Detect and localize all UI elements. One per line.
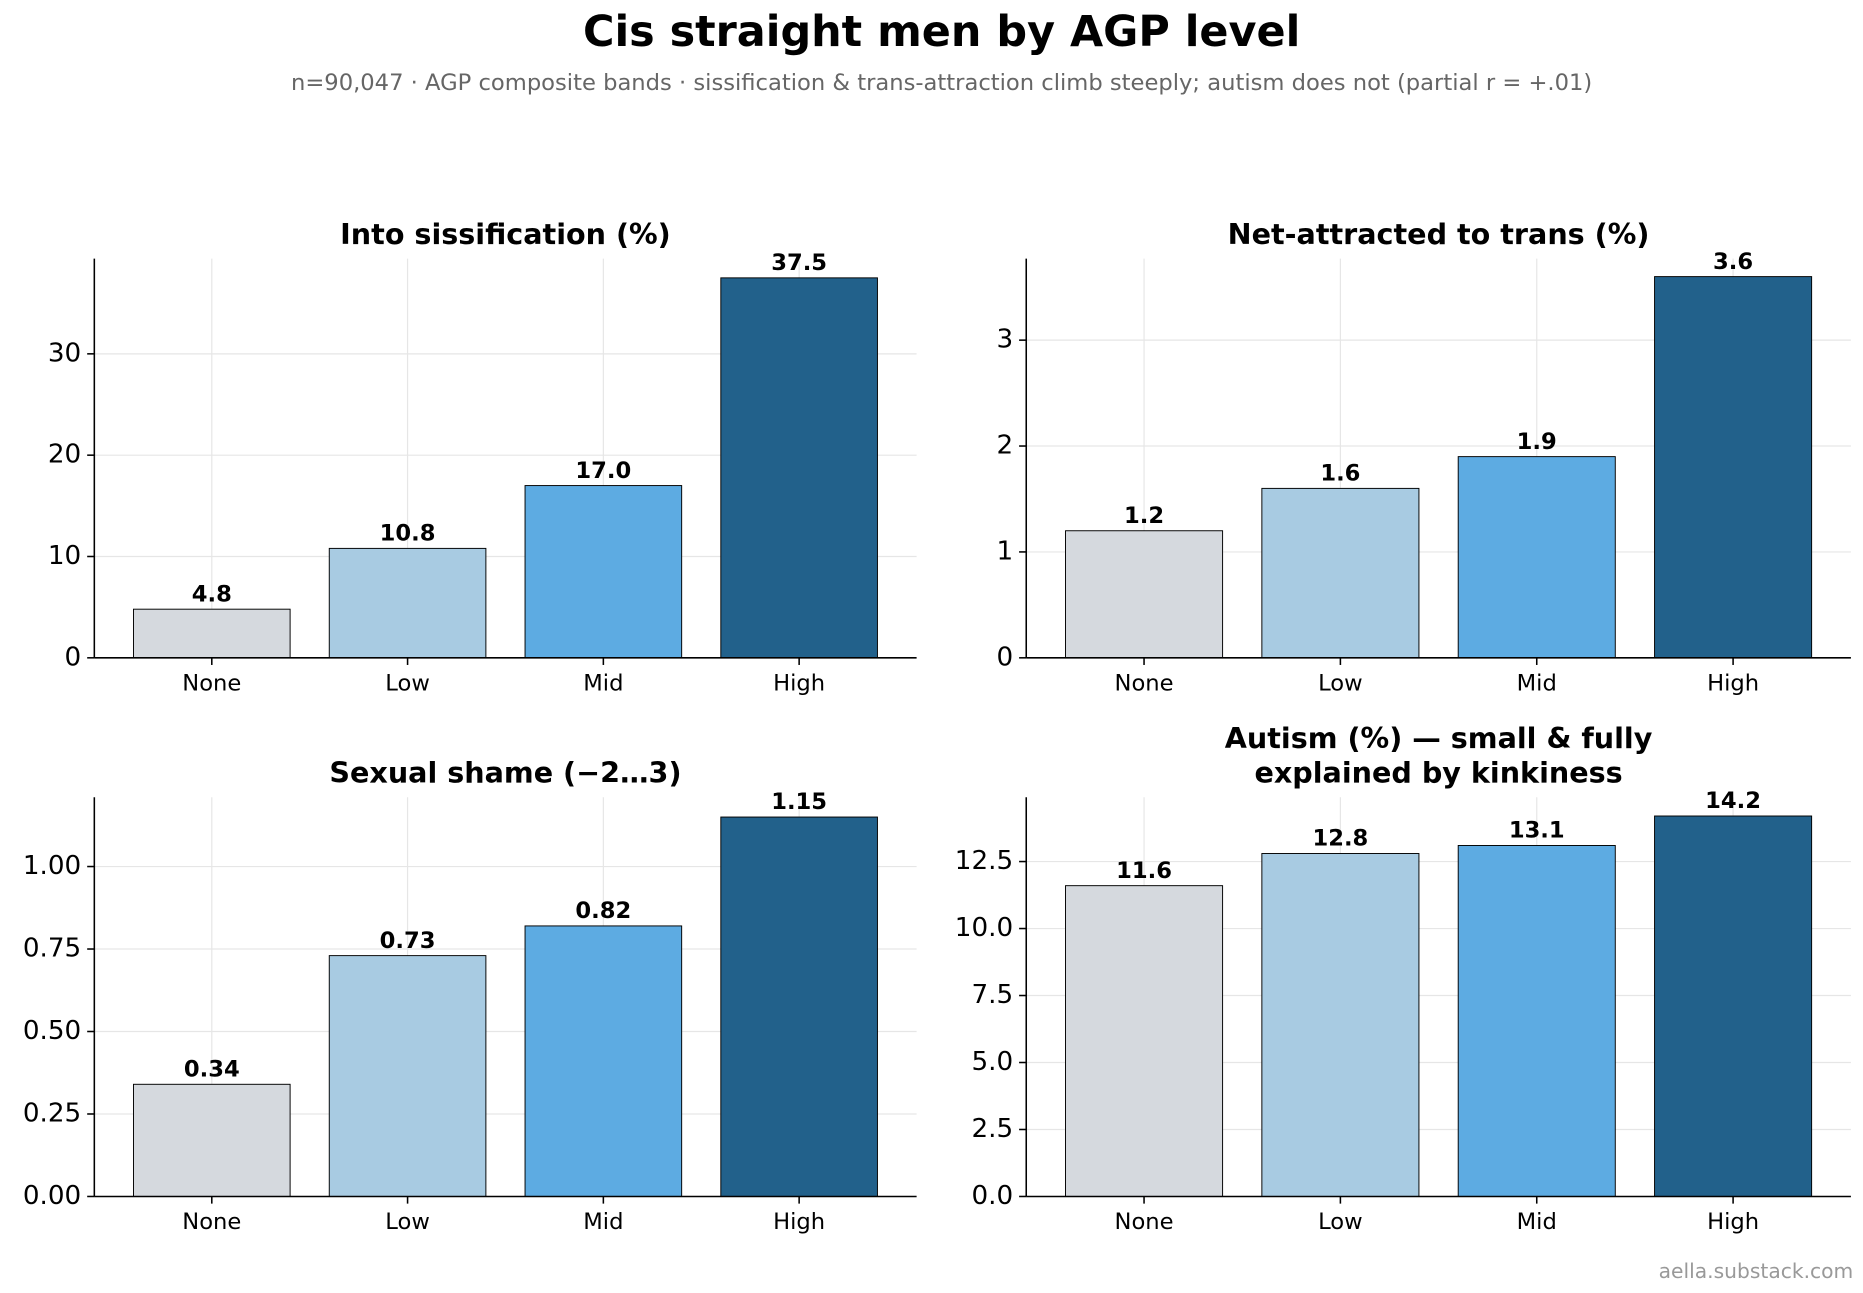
x-tick-label: High [1707,671,1759,697]
figure-subtitle: n=90,047 · AGP composite bands · sissifi… [291,70,1592,96]
x-tick-label: High [773,1209,825,1235]
panel-title: Net-attracted to trans (%) [1228,217,1650,251]
value-label: 37.5 [771,250,827,276]
x-tick-label: None [182,671,241,697]
x-tick-label: Low [1318,671,1363,697]
value-label: 11.6 [1116,858,1172,884]
y-tick-label: 0.0 [971,1181,1013,1211]
y-tick-label: 3 [996,325,1013,355]
value-label: 1.9 [1517,429,1557,455]
value-label: 12.8 [1312,826,1368,852]
x-tick-label: High [773,671,825,697]
value-label: 1.6 [1320,461,1360,487]
value-label: 0.34 [184,1056,240,1082]
figure-title: Cis straight men by AGP level [583,7,1300,57]
y-tick-label: 1.00 [23,851,81,881]
x-tick-label: None [1115,1209,1174,1235]
y-tick-label: 10 [48,541,81,571]
value-label: 4.8 [192,581,232,607]
value-label: 10.8 [380,521,436,547]
value-label: 17.0 [575,458,631,484]
value-label: 3.6 [1713,249,1753,275]
bar [720,816,878,1197]
x-tick-label: None [182,1209,241,1235]
value-label: 14.2 [1705,788,1761,814]
value-label: 1.2 [1124,503,1164,529]
bar [133,1083,291,1197]
source: aella.substack.com [1659,1259,1854,1283]
bar [1654,276,1813,659]
y-tick-label: 30 [48,338,81,368]
x-tick-label: Mid [1517,1209,1557,1235]
bar [133,608,291,659]
y-tick-label: 20 [48,440,81,470]
y-tick-label: 2.5 [971,1114,1013,1144]
y-tick-label: 0.25 [23,1098,81,1128]
y-tick-label: 0 [996,642,1013,672]
y-tick-label: 0.75 [23,934,81,964]
bar [524,925,683,1197]
panel-title: Autism (%) — small & fully explained by k… [1225,721,1653,790]
bar [1065,530,1224,659]
bar [720,277,878,659]
value-label: 0.82 [575,898,631,924]
bar [1261,853,1420,1197]
bar [1065,885,1224,1197]
bar [1654,815,1813,1197]
y-tick-label: 0.00 [23,1181,81,1211]
y-tick-label: 0.50 [23,1016,81,1046]
y-tick-label: 1 [996,536,1013,566]
x-tick-label: Mid [583,1209,623,1235]
x-tick-label: High [1707,1209,1759,1235]
bar [1457,845,1616,1197]
y-tick-label: 2 [996,431,1013,461]
x-tick-label: Low [385,1209,430,1235]
x-tick-label: Low [1318,1209,1363,1235]
bar [328,547,487,659]
value-label: 1.15 [771,789,827,815]
panel-title: Into sissification (%) [340,217,671,251]
value-label: 13.1 [1509,818,1565,844]
value-label: 0.73 [380,928,436,954]
x-tick-label: Mid [1517,671,1557,697]
y-tick-label: 0 [65,642,82,672]
y-tick-label: 7.5 [971,980,1013,1010]
y-tick-label: 5.0 [971,1047,1013,1077]
panel-title: Sexual shame (−2…3) [329,756,681,790]
bar [524,485,683,659]
x-tick-label: Mid [583,671,623,697]
x-tick-label: None [1115,671,1174,697]
bar [1261,487,1420,659]
x-tick-label: Low [385,671,430,697]
y-tick-label: 10.0 [955,913,1013,943]
bar [1457,456,1616,659]
y-tick-label: 12.5 [955,846,1013,876]
bar [328,955,487,1197]
